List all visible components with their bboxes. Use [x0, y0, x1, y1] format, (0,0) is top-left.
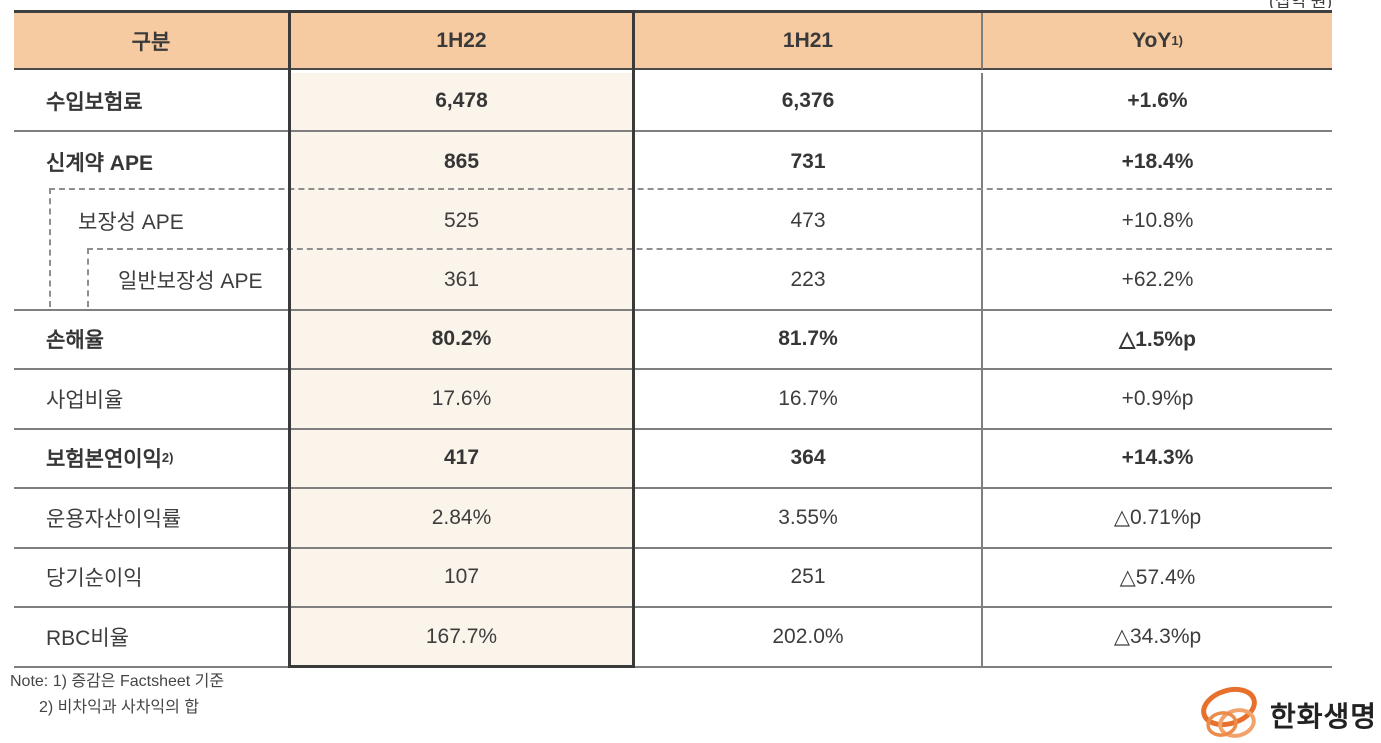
row-label: 보험본연이익 2) — [14, 429, 288, 489]
cell-1h21: 202.0% — [635, 608, 983, 668]
cell-1h21: 81.7% — [635, 310, 983, 370]
cell-yoy: +18.4% — [983, 132, 1332, 192]
header-yoy: YoY 1) — [983, 13, 1332, 70]
row-label: 운용자산이익률 — [14, 489, 288, 549]
cell-1h22: 17.6% — [288, 370, 635, 430]
cell-yoy: △34.3%p — [983, 608, 1332, 668]
cell-1h21: 16.7% — [635, 370, 983, 430]
hanwha-life-logo: 한화생명 — [1196, 686, 1377, 743]
row-label: 일반보장성 APE — [14, 251, 288, 311]
row-label-text: 보험본연이익 — [46, 448, 162, 472]
row-label: 사업비율 — [14, 370, 288, 430]
footnote-2: 2) 비차익과 사차익의 합 — [39, 699, 200, 716]
cell-1h22: 107 — [288, 548, 635, 608]
row-label: 손해율 — [14, 310, 288, 370]
unit-note-text: (십억 원) — [1269, 0, 1332, 8]
row-label: 당기순이익 — [14, 548, 288, 608]
hanwha-tricircle-icon — [1201, 686, 1257, 738]
row-label: 신계약 APE — [14, 132, 288, 192]
cell-1h22: 865 — [288, 132, 635, 192]
cell-yoy: △57.4% — [983, 548, 1332, 608]
cell-1h22: 417 — [288, 429, 635, 489]
cell-1h21: 223 — [635, 251, 983, 311]
footnote-1: Note: 1) 증감은 Factsheet 기준 — [10, 673, 225, 690]
cell-1h22: 525 — [288, 191, 635, 251]
dashed-indent-bracket-level1 — [49, 188, 51, 307]
header-gubun: 구분 — [14, 13, 288, 70]
cell-1h21: 251 — [635, 548, 983, 608]
cell-1h21: 6,376 — [635, 72, 983, 132]
unit-note-clipped: (십억 원) — [1269, 0, 1332, 8]
cell-1h21: 731 — [635, 132, 983, 192]
cell-yoy: +10.8% — [983, 191, 1332, 251]
financial-table: 구분 1H22 1H21 YoY 1) 수입보험료 6,478 6,376 +1.… — [14, 10, 1332, 668]
row-label: RBC비율 — [14, 608, 288, 668]
cell-yoy: +0.9%p — [983, 370, 1332, 430]
dashed-indent-bracket-level2 — [87, 247, 89, 307]
header-1h21: 1H21 — [635, 13, 983, 70]
cell-1h22: 361 — [288, 251, 635, 311]
logo-wordmark: 한화생명 — [1270, 700, 1378, 732]
cell-1h22: 2.84% — [288, 489, 635, 549]
cell-1h21: 3.55% — [635, 489, 983, 549]
footnotes: Note: 1) 증감은 Factsheet 기준 2) 비차익과 사차익의 합 — [10, 669, 224, 721]
cell-yoy: +14.3% — [983, 429, 1332, 489]
cell-1h21: 473 — [635, 191, 983, 251]
cell-1h21: 364 — [635, 429, 983, 489]
row-label: 보장성 APE — [14, 191, 288, 251]
cell-yoy: △0.71%p — [983, 489, 1332, 549]
cell-1h22: 80.2% — [288, 310, 635, 370]
row-label: 수입보험료 — [14, 72, 288, 132]
cell-yoy: △1.5%p — [983, 310, 1332, 370]
cell-yoy: +1.6% — [983, 72, 1332, 132]
dashed-divider-ilban-bojangseong — [87, 247, 1332, 250]
cell-1h22: 6,478 — [288, 72, 635, 132]
dashed-divider-bojangseong — [49, 188, 1332, 190]
header-yoy-label: YoY — [1132, 28, 1172, 52]
cell-yoy: +62.2% — [983, 251, 1332, 311]
cell-1h22: 167.7% — [288, 608, 635, 668]
header-1h22: 1H22 — [288, 13, 635, 70]
